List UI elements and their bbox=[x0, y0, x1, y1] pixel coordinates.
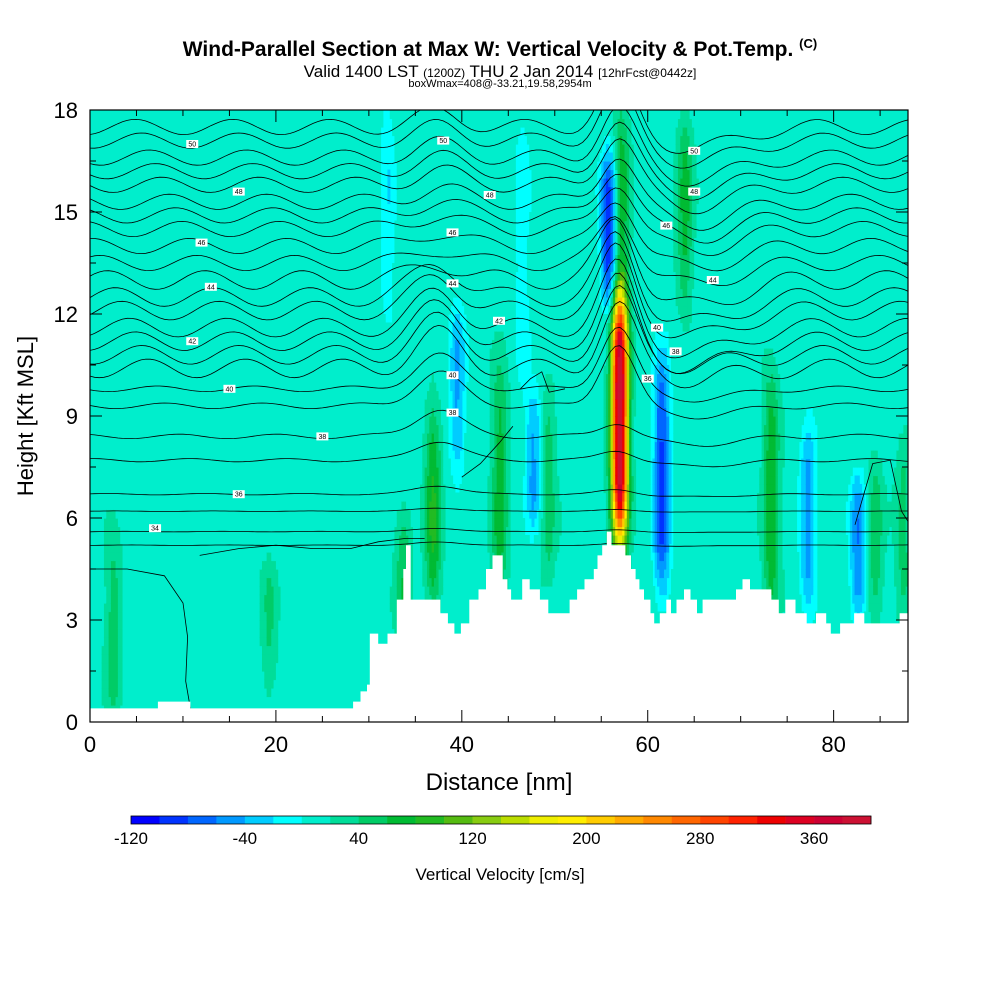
cross-section-chart: 3436384042444648503840424446485036384044… bbox=[0, 0, 1000, 1000]
